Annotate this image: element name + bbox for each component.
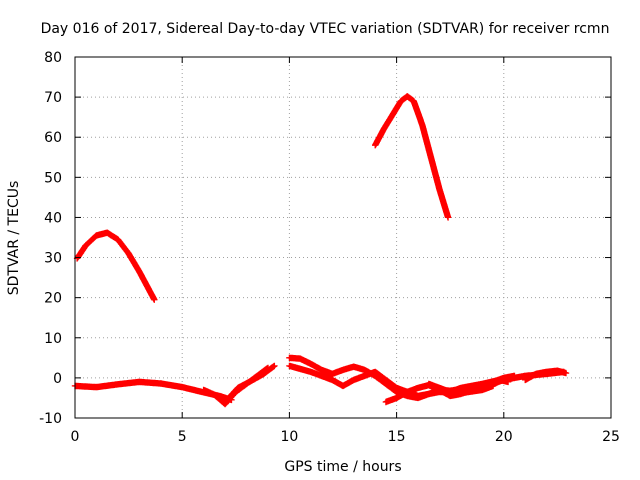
series-trace <box>372 93 451 220</box>
y-tick-label: 40 <box>44 210 62 226</box>
y-tick-label: 20 <box>44 291 62 307</box>
x-tick-label: 15 <box>388 429 406 445</box>
series-low-band-c <box>221 362 278 406</box>
series-low-band-g <box>522 367 570 384</box>
series-low-band-e <box>286 362 497 400</box>
series-low-band-b <box>200 364 272 408</box>
x-tick-label: 20 <box>495 429 513 445</box>
series-trace <box>222 363 277 405</box>
y-tick-label: 50 <box>44 170 62 186</box>
series-trace <box>426 376 511 395</box>
plot-frame <box>74 56 612 419</box>
x-tick-label: 10 <box>280 429 298 445</box>
y-tick-label: 10 <box>44 331 62 347</box>
x-tick-label: 0 <box>71 429 80 445</box>
x-tick-label: 5 <box>178 429 187 445</box>
series-trace <box>74 229 158 303</box>
x-tick-label: 25 <box>602 429 620 445</box>
y-tick-label: 0 <box>53 371 62 387</box>
y-tick-label: -10 <box>39 411 62 427</box>
y-tick-label: 80 <box>44 50 62 66</box>
series-arc-morning-high <box>73 229 158 303</box>
y-tick-label: 60 <box>44 130 62 146</box>
x-axis-label: GPS time / hours <box>284 459 401 475</box>
y-axis-label: SDTVAR / TECUs <box>6 181 22 296</box>
y-tick-label: 70 <box>44 90 62 106</box>
grid <box>75 57 611 418</box>
chart-title: Day 016 of 2017, Sidereal Day-to-day VTE… <box>41 21 610 37</box>
data-points <box>71 93 570 408</box>
series-arc-afternoon-high <box>372 93 452 221</box>
axes: 0 5 10 15 20 25 -10 0 10 20 30 40 50 60 70 80 <box>39 50 620 445</box>
series-trace <box>522 367 569 383</box>
y-tick-label: 30 <box>44 251 62 267</box>
series-low-band-h <box>425 376 512 396</box>
series-trace <box>201 365 271 407</box>
